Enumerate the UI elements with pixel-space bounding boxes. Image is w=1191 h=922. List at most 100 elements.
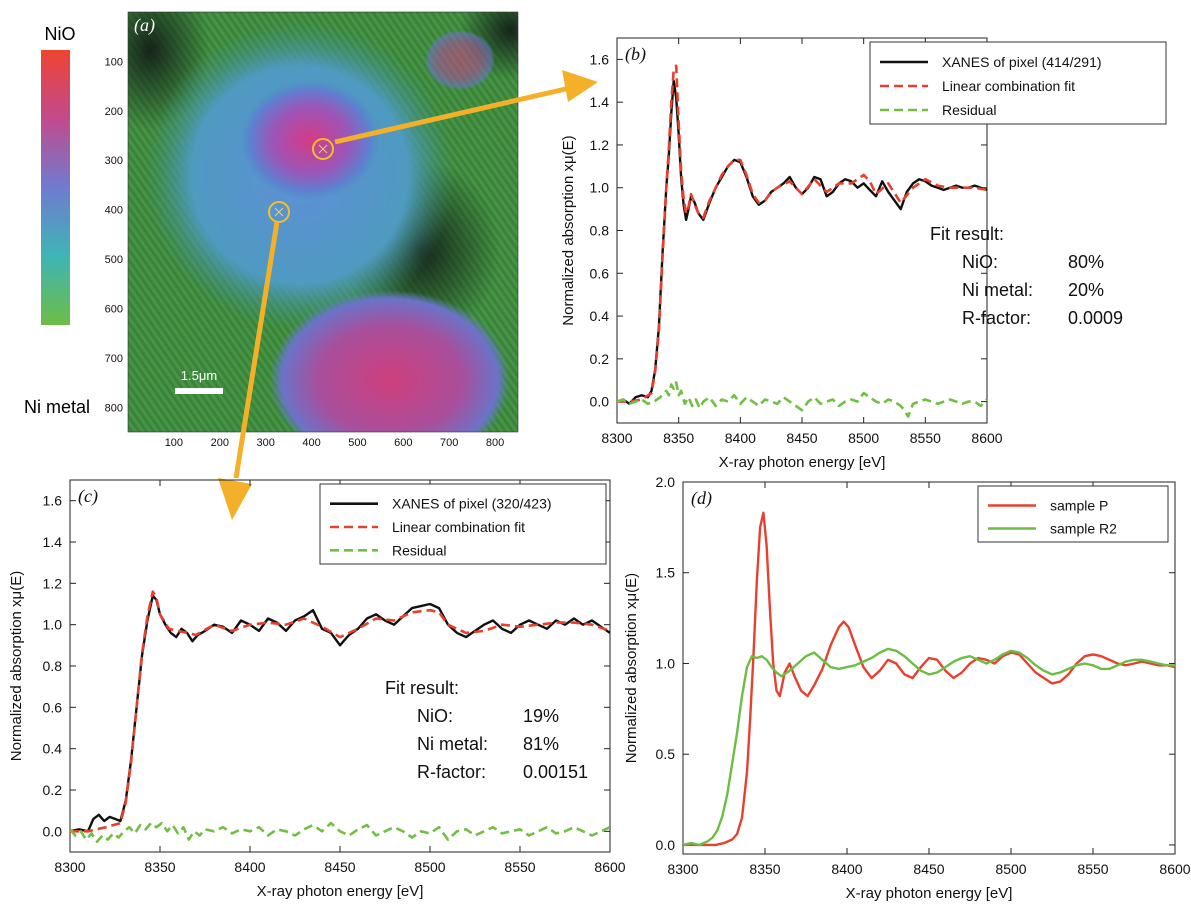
- x-tick-label-c: 8500: [414, 859, 445, 875]
- x-tick-label-d: 8450: [913, 861, 944, 877]
- map-x-tick-label: 800: [486, 437, 504, 449]
- y-tick-label-c: 0.2: [43, 782, 63, 798]
- legend-entry-c-2: Residual: [392, 542, 446, 558]
- fit-result-label-c: R-factor:: [417, 762, 486, 782]
- map-y-ticks: 100 200 300 400 500 600 700 800: [105, 56, 123, 414]
- y-tick-label-b: 1.4: [590, 94, 610, 110]
- fit-result-value-c: 0.00151: [523, 762, 588, 782]
- map-y-tick-label: 600: [105, 303, 123, 315]
- y-tick-label-c: 1.6: [43, 493, 63, 509]
- fit-result-value-c: 81%: [523, 734, 559, 754]
- y-tick-label-b: 0.4: [590, 308, 610, 324]
- series-line-c-2: [70, 821, 610, 844]
- scale-bar-label: 1.5μm: [181, 368, 217, 383]
- panel-c-letter: (c): [78, 486, 98, 507]
- legend-entry-b-1: Linear combination fit: [942, 78, 1075, 94]
- fit-result-value-b: 0.0009: [1068, 308, 1123, 328]
- y-tick-label-c: 1.4: [43, 534, 63, 550]
- x-tick-label-b: 8400: [725, 430, 756, 446]
- fit-result-heading-b: Fit result:: [930, 224, 1004, 244]
- x-tick-label-d: 8300: [667, 861, 698, 877]
- y-tick-label-d: 1.0: [656, 655, 676, 671]
- fit-result-label-c: NiO:: [417, 706, 453, 726]
- map-y-tick-label: 800: [105, 402, 123, 414]
- arrow-to-panel-b: [334, 70, 598, 145]
- x-tick-label-c: 8600: [594, 859, 625, 875]
- colorbar-bottom-label: Ni metal: [24, 397, 90, 417]
- fit-result-label-b: Ni metal:: [962, 280, 1033, 300]
- fit-result-value-b: 20%: [1068, 280, 1104, 300]
- marker-pixel-320-423: [268, 201, 290, 223]
- x-tick-label-c: 8300: [54, 859, 85, 875]
- fit-result-heading-c: Fit result:: [385, 678, 459, 698]
- map-x-tick-label: 400: [302, 437, 320, 449]
- fit-result-b: Fit result: NiO: 80% Ni metal: 20% R-factor: 0…: [930, 224, 1123, 328]
- y-tick-label-c: 0.6: [43, 699, 63, 715]
- legend-entry-c-0: XANES of pixel (320/423): [392, 496, 552, 512]
- legend-b: XANES of pixel (414/291) Linear combinati…: [869, 41, 1167, 125]
- y-tick-label-b: 0.8: [590, 223, 610, 239]
- y-tick-label-d: 1.5: [656, 565, 676, 581]
- x-tick-label-b: 8450: [786, 430, 817, 446]
- map-y-tick-label: 200: [105, 106, 123, 118]
- legend-entry-d-0: sample P: [1050, 498, 1108, 514]
- legend-box-b: [869, 41, 1167, 125]
- x-tick-label-b: 8300: [601, 430, 632, 446]
- y-tick-label-c: 1.2: [43, 575, 63, 591]
- x-tick-label-b: 8350: [663, 430, 694, 446]
- x-tick-label-d: 8350: [749, 861, 780, 877]
- y-tick-label-c: 1.0: [43, 617, 63, 633]
- legend-box-d: [977, 485, 1169, 543]
- marker-pixel-414-291: [312, 138, 334, 160]
- panel-b-letter: (b): [625, 44, 646, 65]
- legend-entry-b-2: Residual: [942, 102, 996, 118]
- y-tick-label-c: 0.8: [43, 658, 63, 674]
- x-tick-label-c: 8550: [504, 859, 535, 875]
- y-axis-label-d: Normalized absorption xμ(E): [623, 573, 640, 763]
- scale-bar: [175, 388, 223, 394]
- y-axis-label-b: Normalized absorption xμ(E): [560, 135, 577, 325]
- x-tick-label-d: 8500: [995, 861, 1026, 877]
- map-y-tick-label: 300: [105, 155, 123, 167]
- map-panel: NiO Ni metal (a) 1.5μm 100 200 300 400 500 60…: [24, 11, 519, 449]
- x-tick-label-b: 8550: [910, 430, 941, 446]
- legend-d: sample P sample R2: [977, 485, 1169, 543]
- series-line-c-1: [70, 590, 610, 833]
- panel-b-chart: (b) 0.0 0.2 0.4 0.6 0.8 1.0 1.2 1.4 1.6 8300 8350 84…: [560, 37, 1167, 471]
- colorbar-top-label: NiO: [45, 24, 76, 44]
- map-y-tick-label: 500: [105, 254, 123, 266]
- fit-result-label-b: NiO:: [962, 252, 998, 272]
- fit-result-value-c: 19%: [523, 706, 559, 726]
- map-x-tick-label: 300: [256, 437, 274, 449]
- y-tick-label-c: 0.0: [43, 823, 63, 839]
- legend-box-c: [319, 483, 607, 565]
- y-tick-label-d: 0.0: [656, 837, 676, 853]
- fit-result-label-c: Ni metal:: [417, 734, 488, 754]
- x-tick-label-d: 8400: [831, 861, 862, 877]
- y-tick-label-c: 0.4: [43, 741, 63, 757]
- y-tick-label-b: 1.0: [590, 180, 610, 196]
- y-tick-label-b: 0.6: [590, 265, 610, 281]
- map-y-tick-label: 400: [105, 205, 123, 217]
- x-tick-label-d: 8550: [1077, 861, 1108, 877]
- legend-entry-c-1: Linear combination fit: [392, 519, 525, 535]
- arrow-to-panel-c: [218, 221, 280, 520]
- x-axis-label-b: X-ray photon energy [eV]: [719, 454, 886, 471]
- map-x-tick-label: 100: [165, 437, 183, 449]
- x-axis-label-d: X-ray photon energy [eV]: [846, 885, 1013, 902]
- map-x-tick-label: 600: [394, 437, 412, 449]
- map-x-tick-label: 500: [348, 437, 366, 449]
- series-line-c-0: [70, 594, 610, 833]
- map-y-tick-label: 700: [105, 353, 123, 365]
- series-line-d-0: [683, 511, 1175, 847]
- x-tick-label-c: 8400: [234, 859, 265, 875]
- x-tick-label-b: 8500: [848, 430, 879, 446]
- y-tick-label-b: 1.6: [590, 51, 610, 67]
- series-line-d-1: [683, 647, 1175, 847]
- panel-a-letter: (a): [134, 15, 155, 36]
- panel-d-chart: (d) 0.0 0.5 1.0 1.5 2.0 8300 8350 8400 8450 8500 85…: [623, 474, 1191, 902]
- y-tick-label-d: 0.5: [656, 746, 676, 762]
- y-tick-label-b: 0.2: [590, 351, 610, 367]
- y-tick-label-b: 1.2: [590, 137, 610, 153]
